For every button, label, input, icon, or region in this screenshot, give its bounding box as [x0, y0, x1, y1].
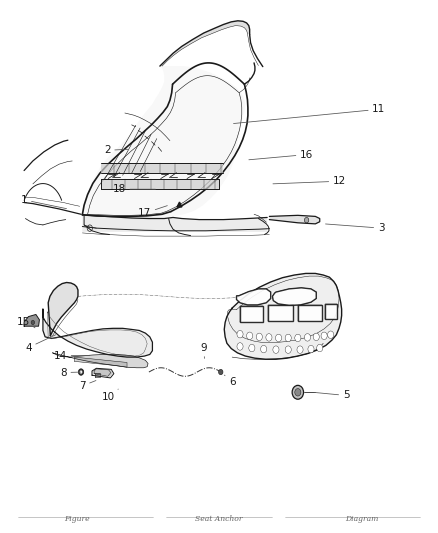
Text: 17: 17: [138, 206, 167, 218]
Circle shape: [308, 345, 314, 353]
Circle shape: [256, 333, 262, 341]
Circle shape: [80, 370, 82, 374]
Polygon shape: [240, 306, 263, 322]
Circle shape: [285, 334, 291, 342]
Circle shape: [237, 330, 243, 338]
Text: 10: 10: [102, 389, 118, 402]
Circle shape: [313, 333, 319, 341]
Circle shape: [247, 332, 253, 340]
Polygon shape: [272, 288, 316, 305]
Circle shape: [328, 331, 334, 338]
Polygon shape: [269, 215, 320, 224]
Text: Diagram: Diagram: [345, 515, 378, 523]
Polygon shape: [24, 314, 39, 326]
Circle shape: [304, 334, 311, 341]
Text: Seat Anchor: Seat Anchor: [195, 515, 243, 523]
Text: 18: 18: [113, 184, 155, 194]
Text: 2: 2: [104, 146, 128, 155]
Circle shape: [295, 334, 301, 342]
Circle shape: [273, 346, 279, 353]
Text: 15: 15: [17, 318, 35, 328]
Polygon shape: [43, 309, 152, 357]
Text: 16: 16: [249, 150, 313, 160]
Polygon shape: [101, 163, 223, 173]
Text: 11: 11: [233, 104, 385, 124]
Polygon shape: [82, 215, 267, 232]
Text: 6: 6: [224, 375, 236, 387]
Circle shape: [261, 345, 267, 353]
Text: Figure: Figure: [64, 515, 89, 523]
Circle shape: [249, 344, 255, 352]
Polygon shape: [95, 373, 100, 377]
Polygon shape: [92, 369, 113, 377]
Polygon shape: [268, 305, 293, 321]
Text: 12: 12: [273, 176, 346, 186]
Text: 3: 3: [325, 223, 385, 233]
Text: 1: 1: [21, 195, 67, 208]
Circle shape: [292, 385, 304, 399]
Circle shape: [276, 334, 282, 342]
Circle shape: [304, 217, 309, 223]
Circle shape: [266, 334, 272, 341]
Circle shape: [78, 369, 84, 375]
Polygon shape: [224, 273, 342, 359]
Polygon shape: [48, 282, 78, 336]
Polygon shape: [325, 304, 337, 319]
Circle shape: [285, 346, 291, 353]
Text: 9: 9: [200, 343, 207, 358]
Polygon shape: [74, 357, 127, 367]
Polygon shape: [237, 289, 271, 305]
Polygon shape: [160, 21, 250, 66]
Text: 8: 8: [60, 368, 81, 377]
Circle shape: [321, 332, 327, 340]
Text: 7: 7: [79, 381, 96, 391]
Text: 5: 5: [314, 391, 350, 400]
Circle shape: [31, 320, 35, 325]
Circle shape: [297, 346, 303, 353]
Polygon shape: [101, 179, 219, 189]
Text: 4: 4: [25, 335, 56, 352]
Circle shape: [219, 369, 223, 375]
Circle shape: [317, 344, 323, 352]
Circle shape: [237, 343, 243, 350]
Circle shape: [295, 389, 301, 396]
Text: 14: 14: [54, 351, 90, 360]
Polygon shape: [53, 353, 148, 368]
Polygon shape: [81, 66, 245, 220]
Polygon shape: [298, 305, 322, 321]
